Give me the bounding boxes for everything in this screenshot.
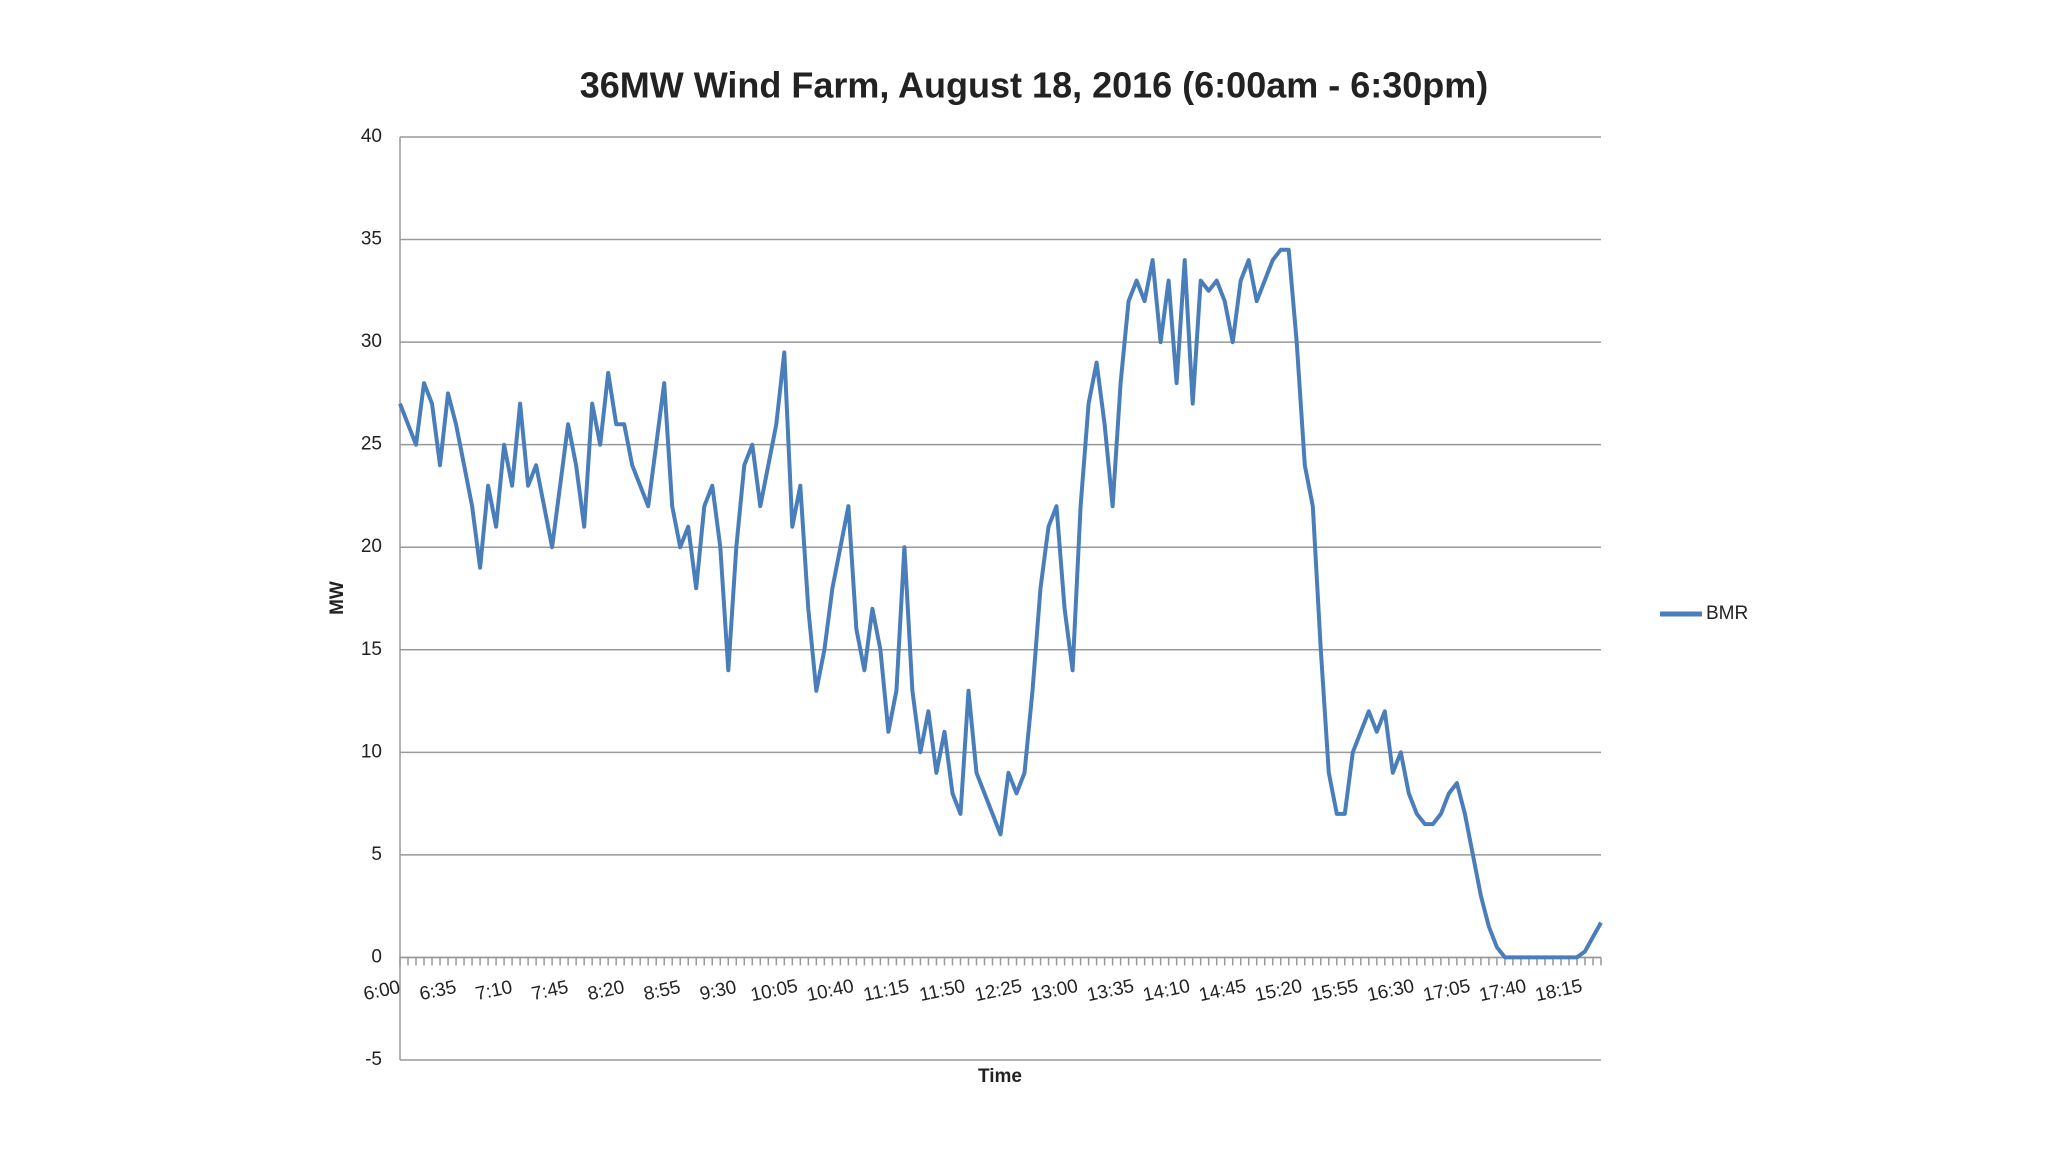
chart-title: 36MW Wind Farm, August 18, 2016 (6:00am … — [580, 65, 1489, 106]
x-tick-label: 7:45 — [530, 977, 571, 1005]
x-tick-label: 6:00 — [362, 977, 403, 1005]
x-tick-label: 17:40 — [1477, 976, 1528, 1006]
y-tick-label: 40 — [361, 126, 382, 147]
x-tick-label: 6:35 — [418, 977, 459, 1005]
legend-label: BMR — [1706, 603, 1748, 624]
data-line — [398, 247, 1603, 960]
x-axis-title: Time — [978, 1066, 1022, 1087]
x-tick-label: 15:20 — [1253, 976, 1304, 1006]
y-tick-label: 0 — [371, 946, 382, 967]
x-tick-label: 13:00 — [1029, 976, 1080, 1006]
x-tick-label: 7:10 — [474, 977, 515, 1005]
x-tick-label: 9:30 — [698, 977, 739, 1005]
x-tick-label: 8:55 — [642, 977, 683, 1005]
y-tick-label: 5 — [371, 844, 382, 865]
x-tick-label: 12:25 — [973, 976, 1024, 1006]
y-tick-label: 30 — [361, 331, 382, 352]
y-tick-label: -5 — [365, 1049, 382, 1070]
y-tick-label: 25 — [361, 434, 382, 455]
x-tick-label: 8:20 — [586, 977, 627, 1005]
x-tick-label: 11:50 — [918, 976, 967, 1006]
x-tick-label: 16:30 — [1365, 976, 1416, 1006]
x-tick-label: 15:55 — [1309, 976, 1360, 1006]
y-tick-label: 35 — [361, 229, 382, 250]
y-tick-label: 10 — [361, 741, 382, 762]
x-tick-label: 17:05 — [1421, 976, 1472, 1006]
y-axis-title: MW — [327, 581, 348, 615]
x-tick-label: 10:05 — [749, 976, 800, 1006]
y-tick-label: 15 — [361, 639, 382, 660]
x-tick-label: 14:10 — [1141, 976, 1192, 1006]
x-tick-label: 14:45 — [1197, 976, 1248, 1006]
x-tick-label: 13:35 — [1085, 976, 1136, 1006]
y-tick-label: 20 — [361, 536, 382, 557]
x-tick-label: 18:15 — [1533, 976, 1584, 1006]
x-tick-label: 10:40 — [805, 976, 856, 1006]
x-tick-label: 11:15 — [862, 976, 911, 1006]
